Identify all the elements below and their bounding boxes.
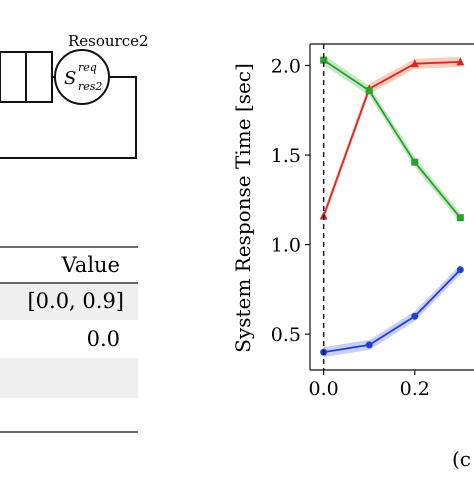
- table-cell-row-1: [0.0, 0.9]: [27, 289, 124, 313]
- service-superscript: req: [78, 61, 97, 74]
- series-3-band: [323, 264, 461, 358]
- series-3-point: [365, 341, 373, 349]
- series-2-point: [320, 56, 328, 64]
- queue-buffer-box-1: [0, 51, 27, 103]
- series-2-band: [323, 55, 461, 223]
- series-2-line: [323, 59, 462, 219]
- series-3-point: [456, 266, 464, 274]
- series-2-point: [456, 214, 464, 222]
- table-cell-row-2: 0.0: [87, 327, 120, 351]
- series-lines: [322, 59, 462, 353]
- series-2-point: [411, 158, 419, 166]
- table-row-stripe: [0, 358, 138, 398]
- table-row-stripe: [0, 284, 138, 320]
- service-symbol: S: [64, 68, 76, 89]
- y-tick-label: 2.0: [271, 55, 301, 77]
- queue-buffer-box-2: [25, 51, 53, 103]
- y-tick-label: 0.5: [271, 324, 301, 346]
- y-axis-label: System Response Time [sec]: [231, 63, 255, 353]
- x-tick-label: 0.2: [400, 378, 430, 400]
- confidence-bands: [323, 55, 461, 358]
- service-subscript: res2: [78, 80, 102, 93]
- series-2-point: [365, 87, 373, 95]
- subplot-label: (c: [452, 447, 471, 471]
- x-tick-label: 0.0: [309, 378, 339, 400]
- series-markers: [319, 56, 465, 356]
- series-1-line: [322, 61, 461, 217]
- resource-label: Resource2: [68, 32, 149, 50]
- parameter-table: Value [0.0, 0.9] 0.0: [0, 246, 138, 433]
- series-3-line: [323, 269, 461, 353]
- chart-axes: 0.5 1.0 1.5 2.0 0.0 0.2: [271, 43, 474, 400]
- series-3-point: [411, 312, 419, 320]
- series-1-point: [456, 57, 465, 66]
- response-time-chart: System Response Time [sec] 0.51.01.52.00…: [231, 43, 474, 471]
- y-tick-label: 1.5: [271, 145, 301, 167]
- y-tick-label: 1.0: [271, 235, 301, 257]
- table-header-value: Value: [61, 253, 120, 277]
- series-1-point: [410, 59, 419, 68]
- queue-diagram: Resource2 S req res2: [0, 32, 149, 159]
- feedback-path: [0, 76, 137, 159]
